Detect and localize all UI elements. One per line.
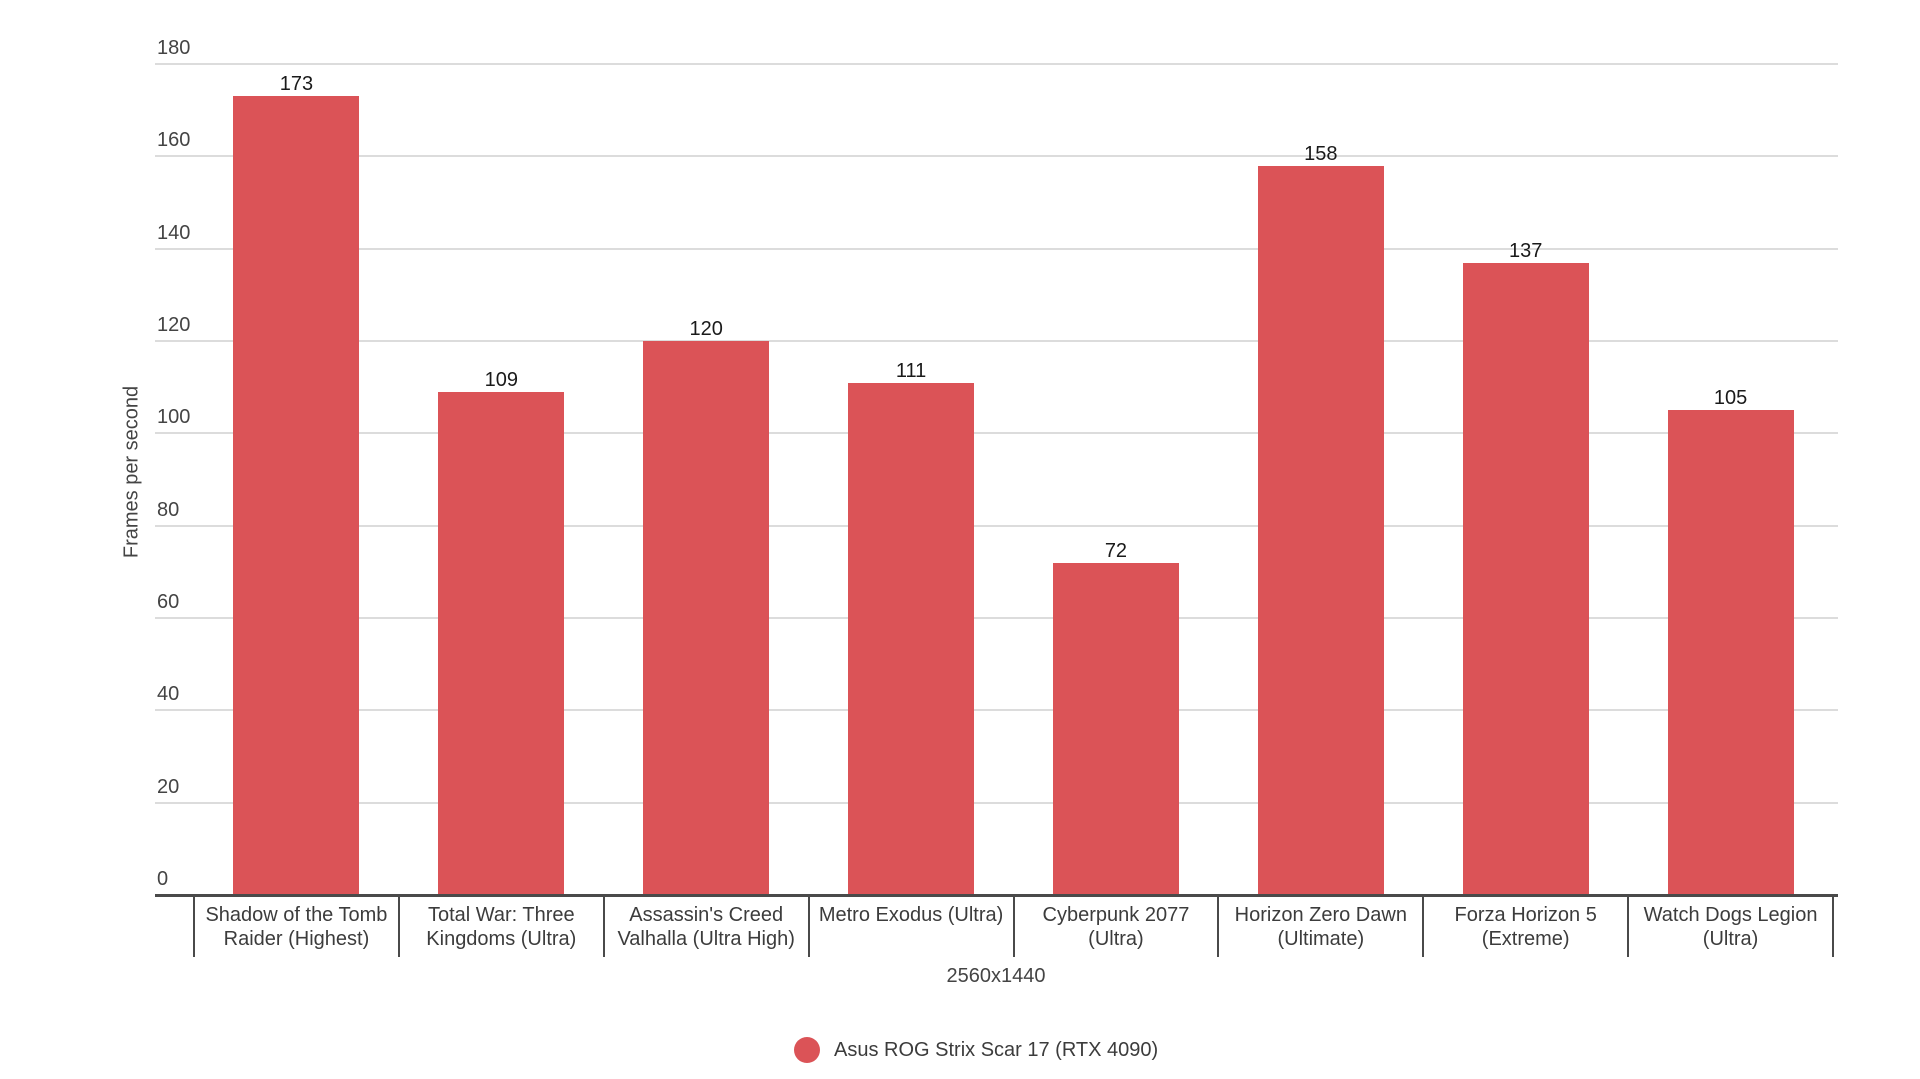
y-axis-title: Frames per second bbox=[120, 385, 143, 559]
category-label-line: Metro Exodus (Ultra) bbox=[818, 904, 1004, 926]
bar-value-label: 158 bbox=[1304, 142, 1338, 165]
category-divider bbox=[1422, 895, 1425, 957]
gridline bbox=[155, 155, 1838, 158]
category-divider bbox=[602, 895, 605, 957]
category-divider bbox=[397, 895, 400, 957]
category-label-line: Cyberpunk 2077 bbox=[1042, 904, 1190, 926]
gridline bbox=[155, 709, 1838, 712]
legend: Asus ROG Strix Scar 17 (RTX 4090) bbox=[794, 1037, 1158, 1063]
category-label-line: Valhalla (Ultra High) bbox=[617, 928, 795, 950]
category-label-line: Kingdoms (Ultra) bbox=[426, 928, 577, 950]
category-label-line: Forza Horizon 5 bbox=[1454, 904, 1597, 926]
y-tick-label: 180 bbox=[157, 37, 191, 59]
category-label: Forza Horizon 5 (Extreme) bbox=[1425, 903, 1626, 951]
bar bbox=[1052, 562, 1179, 895]
y-tick-label: 0 bbox=[157, 868, 169, 890]
category-label-line: (Ultra) bbox=[1702, 928, 1759, 950]
y-tick-label: 20 bbox=[157, 775, 180, 798]
legend-swatch-icon bbox=[794, 1037, 820, 1063]
gridline bbox=[155, 340, 1838, 342]
category-divider bbox=[1832, 895, 1834, 957]
bar-value-label: 72 bbox=[1104, 539, 1128, 562]
bar bbox=[1462, 262, 1589, 895]
category-label: Watch Dogs Legion (Ultra) bbox=[1630, 903, 1831, 951]
bar-value-label: 120 bbox=[689, 318, 723, 340]
category-label: Assassin's Creed Valhalla (Ultra High) bbox=[606, 903, 807, 951]
category-label-line: Raider (Highest) bbox=[223, 928, 370, 950]
y-tick-label: 140 bbox=[157, 221, 191, 244]
gridline bbox=[155, 432, 1838, 435]
y-tick-label: 120 bbox=[157, 314, 191, 336]
bar-value-label: 137 bbox=[1509, 239, 1543, 262]
gridline bbox=[155, 63, 1838, 65]
bar-value-label: 109 bbox=[484, 368, 518, 391]
gridline bbox=[155, 801, 1838, 804]
y-tick-label: 160 bbox=[157, 129, 191, 152]
category-divider bbox=[807, 895, 810, 957]
y-tick-label: 80 bbox=[157, 498, 180, 521]
category-label-line: Total War: Three bbox=[427, 904, 575, 926]
bar-value-label: 111 bbox=[895, 359, 927, 382]
category-label: Total War: Three Kingdoms (Ultra) bbox=[401, 903, 602, 951]
gridline bbox=[155, 524, 1838, 527]
category-divider bbox=[193, 895, 195, 957]
gridline bbox=[155, 617, 1838, 619]
category-label-line: (Ultimate) bbox=[1277, 928, 1365, 950]
gridline bbox=[155, 247, 1838, 250]
y-tick-label: 40 bbox=[157, 683, 180, 706]
bar bbox=[643, 341, 770, 895]
category-label: Metro Exodus (Ultra) bbox=[811, 903, 1012, 951]
category-divider bbox=[1217, 895, 1220, 957]
category-label-line: Shadow of the Tomb bbox=[205, 904, 388, 926]
category-label: Shadow of the Tomb Raider (Highest) bbox=[196, 903, 397, 951]
bar-value-label: 173 bbox=[279, 73, 314, 96]
category-label: Cyberpunk 2077 (Ultra) bbox=[1016, 903, 1217, 951]
y-tick-label: 60 bbox=[157, 591, 180, 613]
category-label-line: Watch Dogs Legion bbox=[1643, 904, 1818, 926]
bar-value-label: 105 bbox=[1713, 387, 1748, 410]
category-label-line: Horizon Zero Dawn bbox=[1234, 904, 1407, 926]
bar bbox=[848, 382, 975, 895]
category-divider bbox=[1627, 895, 1630, 957]
legend-label: Asus ROG Strix Scar 17 (RTX 4090) bbox=[834, 1038, 1159, 1061]
bar bbox=[1667, 410, 1794, 895]
category-label-line bbox=[811, 927, 1012, 951]
category-label-line: (Ultra) bbox=[1088, 928, 1144, 950]
category-label-line: (Extreme) bbox=[1481, 928, 1570, 950]
category-divider bbox=[1012, 895, 1015, 957]
y-tick-label: 100 bbox=[157, 406, 191, 429]
x-axis-line bbox=[155, 894, 1838, 897]
category-label: Horizon Zero Dawn (Ultimate) bbox=[1220, 903, 1421, 951]
category-label-line: Assassin's Creed bbox=[629, 904, 784, 926]
bar bbox=[233, 96, 360, 895]
bar bbox=[438, 391, 565, 895]
x-axis-title: 2560x1440 bbox=[946, 965, 1046, 987]
bar bbox=[1257, 165, 1384, 895]
